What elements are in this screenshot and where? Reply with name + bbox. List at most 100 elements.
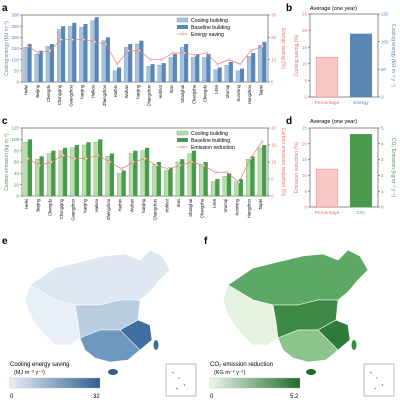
y2-tick-label: 0 (381, 205, 384, 210)
y2-tick-label: 1 (381, 189, 384, 194)
bar-baseline (238, 179, 243, 196)
bar-cooling (199, 164, 204, 197)
bar-baseline (121, 170, 126, 196)
chart-b: 0 5 10 15 20 25 0 50 100 150 Cooling saving (%) Coo… (294, 12, 396, 106)
bar-baseline (217, 67, 222, 82)
y2-tick-label: 2 (381, 173, 384, 178)
y-axis-title: Cooling saving (%) (294, 34, 300, 76)
bar-cooling (235, 70, 241, 83)
line-point (26, 44, 29, 48)
line-point (190, 160, 194, 164)
y-tick-label: 15 (302, 45, 308, 50)
legend-label-baseline: Baseline building (191, 138, 230, 144)
bar-cooling (157, 65, 162, 83)
bar-cooling (187, 153, 193, 197)
bar-cooling (175, 161, 181, 197)
y-tick-label: 200 (11, 35, 19, 40)
y2-tick-label: 3 (381, 157, 384, 162)
map-f-east (317, 319, 351, 351)
line-point (227, 58, 231, 62)
map-e-colorbar (9, 377, 101, 389)
line-point (93, 40, 97, 44)
x-tick-label: Zhengzhou (106, 198, 111, 220)
line-point (167, 167, 170, 171)
bar-baseline (191, 150, 197, 196)
bar-baseline (27, 44, 32, 82)
x-tick-label: Hefei (24, 85, 29, 95)
bar-baseline (262, 41, 267, 82)
y-tick-label: 250 (11, 24, 19, 29)
bar-cooling (56, 29, 62, 83)
x-tick-label: Percentage (315, 210, 340, 216)
map-f-west (222, 284, 279, 346)
x-tick-label: Zhengzhou (102, 84, 107, 106)
map-e-southeast (119, 319, 153, 351)
y-axis-title: Cooling energy (MJ m⁻²) (4, 21, 10, 76)
x-tick-label: Shanghai (180, 85, 185, 103)
line-point (61, 153, 65, 157)
plot-frame (309, 13, 379, 98)
panel-label-e: e (2, 236, 8, 247)
y-tick-label: 10 (302, 173, 308, 178)
bar-cooling (168, 57, 174, 83)
legend-swatch-baseline (176, 138, 188, 142)
bar-baseline (39, 156, 44, 196)
line-point (82, 38, 85, 41)
y-tick-label: 10 (302, 61, 308, 66)
bar-cooling (70, 147, 75, 197)
bar-baseline (38, 50, 43, 82)
bar-baseline (86, 142, 91, 196)
y2-tick-label: 0 (271, 194, 274, 199)
bar-cooling (202, 57, 207, 83)
line-point (213, 170, 217, 174)
y-tick-label: 0 (16, 194, 19, 199)
y2-axis-title: CO₂ Emission (kg m⁻² y⁻¹) (390, 138, 396, 198)
y-tick-label: 300 (11, 13, 19, 18)
line-point (138, 49, 141, 53)
map-e-colorbar-max: 32 (93, 394, 100, 400)
bar-baseline (51, 150, 56, 196)
panel-b-title: Average (one year) (310, 6, 357, 12)
x-tick-label: Xian (176, 198, 181, 207)
x-tick-label: Chengdu (47, 198, 52, 216)
legend-label-saving: Energy saving (191, 32, 224, 38)
y2-tick-label: 20 (271, 35, 277, 40)
bar-baseline (227, 173, 232, 196)
x-tick-label: Beijing (35, 84, 40, 97)
y-tick-label: 15 (302, 157, 308, 162)
line-point (48, 49, 52, 53)
y-tick-label: 20 (14, 182, 20, 187)
y2-axis-title: Energy saving (%) (280, 28, 286, 69)
panel-label-a: a (2, 3, 8, 14)
x-tick-label: Haikou (91, 84, 96, 98)
line-series (27, 39, 263, 65)
map-f-colorbar (209, 377, 301, 389)
bar-baseline (83, 23, 88, 82)
bar-baseline (206, 54, 211, 82)
x-tick-label: Changchun (153, 198, 158, 220)
line-point (73, 157, 77, 160)
line-point (115, 62, 119, 66)
bar-cooling (23, 142, 29, 197)
bar-baseline (63, 147, 68, 196)
bar-baseline (117, 67, 122, 82)
line-point (120, 167, 123, 171)
bar-cooling (247, 56, 252, 83)
y2-axis-title: Cooling energy (MJ m⁻² y⁻¹) (390, 24, 396, 87)
bar-cooling (46, 153, 52, 197)
x-tick-label: Urumqi (225, 85, 230, 99)
x-tick-label: Hangzhou (246, 198, 251, 218)
x-tick-label: Urumqi (223, 199, 228, 213)
bar-baseline (128, 44, 133, 82)
map-f-colorbar-max: 5.2 (290, 394, 299, 400)
y2-tick-label: 15 (271, 143, 277, 148)
bar-baseline (156, 162, 161, 196)
y-tick-label: 150 (11, 46, 19, 51)
bar-baseline (98, 139, 103, 196)
bar-baseline (94, 17, 99, 82)
bar-cooling (258, 45, 263, 83)
line-point (38, 164, 41, 167)
map-f-china (222, 249, 395, 397)
map-f-legend-unit: (KG m⁻² y⁻¹) (214, 370, 246, 376)
